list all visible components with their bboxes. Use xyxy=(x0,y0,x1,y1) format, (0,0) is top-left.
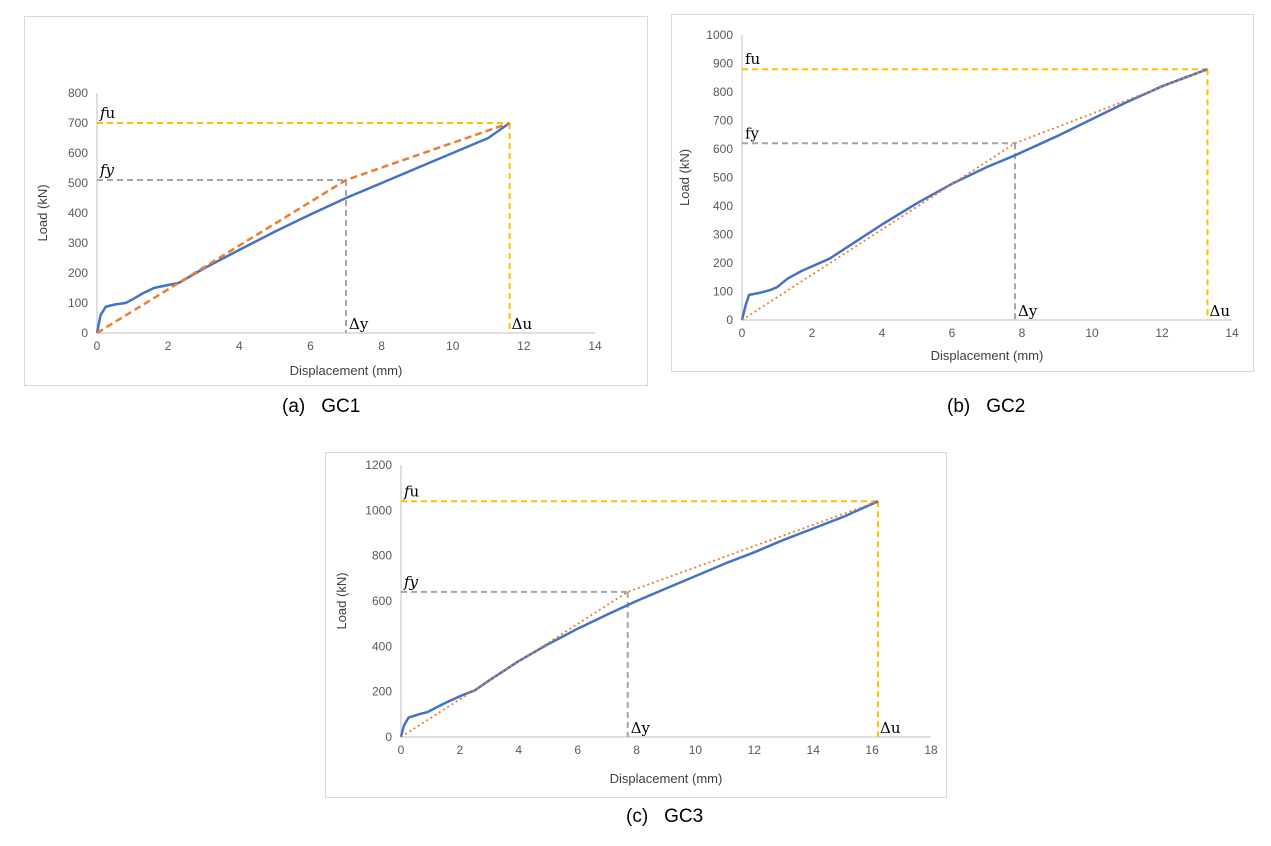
annotation-du: Δu xyxy=(1210,302,1231,320)
y-tick-label: 200 xyxy=(713,256,733,270)
annotation-fu: 𝑓u xyxy=(99,104,116,122)
caption-gc3: (c) GC3 xyxy=(626,806,703,828)
caption-name: GC1 xyxy=(321,396,361,417)
x-tick-label: 12 xyxy=(517,339,531,353)
y-tick-label: 400 xyxy=(372,639,392,653)
x-tick-label: 4 xyxy=(236,339,243,353)
x-tick-label: 18 xyxy=(924,743,938,757)
annotation-fy: fy xyxy=(745,124,760,142)
y-tick-label: 200 xyxy=(372,685,392,699)
y-tick-label: 400 xyxy=(68,206,88,220)
y-tick-label: 700 xyxy=(68,116,88,130)
x-tick-label: 12 xyxy=(1155,326,1169,340)
y-tick-label: 600 xyxy=(372,594,392,608)
annotation-dy: Δy xyxy=(631,719,651,737)
y-axis-label: Load (kN) xyxy=(35,184,50,241)
y-tick-label: 0 xyxy=(385,730,392,744)
x-tick-label: 14 xyxy=(807,743,821,757)
x-tick-label: 2 xyxy=(457,743,464,757)
chart-panel-gc1: 0 2 4 6 8 10 12 14 0 100 200 300 400 500 600 700 800 Disp… xyxy=(24,16,648,386)
x-tick-label: 0 xyxy=(94,339,101,353)
x-axis-label: Displacement (mm) xyxy=(290,363,403,378)
x-tick-label: 12 xyxy=(748,743,762,757)
y-tick-label: 400 xyxy=(713,199,733,213)
y-tick-label: 100 xyxy=(713,285,733,299)
x-tick-label: 0 xyxy=(398,743,405,757)
y-tick-label: 500 xyxy=(713,171,733,185)
x-tick-label: 4 xyxy=(515,743,522,757)
caption-tag: (b) xyxy=(947,396,971,417)
y-tick-label: 600 xyxy=(68,146,88,160)
y-tick-label: 600 xyxy=(713,142,733,156)
x-axis-label: Displacement (mm) xyxy=(931,348,1044,363)
caption-name: GC3 xyxy=(664,806,704,827)
annotation-du: Δu xyxy=(512,315,533,333)
x-tick-label: 6 xyxy=(307,339,314,353)
chart-gc2: 0 2 4 6 8 10 12 14 0 100 200 300 400 500 600 700 800 900 1… xyxy=(677,28,1239,363)
x-tick-label: 2 xyxy=(165,339,172,353)
x-tick-label: 8 xyxy=(633,743,640,757)
caption-name: GC2 xyxy=(986,396,1026,417)
x-tick-label: 6 xyxy=(574,743,581,757)
load-displacement-curve xyxy=(399,500,879,738)
y-tick-label: 1000 xyxy=(706,28,733,42)
x-tick-label: 16 xyxy=(865,743,879,757)
chart-panel-gc2: 0 2 4 6 8 10 12 14 0 100 200 300 400 500 600 700 800 900 1… xyxy=(671,14,1254,372)
x-tick-label: 6 xyxy=(949,326,956,340)
chart-gc3: 0 2 4 6 8 10 12 14 16 18 0 200 400 600 800 1000 1200 Disp… xyxy=(334,458,938,786)
annotation-du: Δu xyxy=(880,719,901,737)
idealized-bilinear-line xyxy=(96,121,511,335)
caption-gc1: (a) GC1 xyxy=(282,396,360,418)
caption-tag: (a) xyxy=(282,396,306,417)
y-tick-label: 800 xyxy=(372,549,392,563)
y-tick-label: 200 xyxy=(68,266,88,280)
x-tick-label: 10 xyxy=(1085,326,1099,340)
x-tick-label: 8 xyxy=(378,339,385,353)
y-tick-label: 300 xyxy=(713,228,733,242)
caption-gc2: (b) GC2 xyxy=(947,396,1025,418)
y-tick-label: 0 xyxy=(726,313,733,327)
chart-panel-gc3: 0 2 4 6 8 10 12 14 16 18 0 200 400 600 800 1000 1200 Disp… xyxy=(325,452,947,798)
x-tick-label: 14 xyxy=(588,339,602,353)
x-tick-label: 10 xyxy=(446,339,460,353)
x-axis-label: Displacement (mm) xyxy=(610,771,723,786)
y-tick-label: 1200 xyxy=(365,458,392,472)
y-tick-label: 800 xyxy=(68,86,88,100)
x-tick-label: 8 xyxy=(1019,326,1026,340)
annotation-fu: 𝑓u xyxy=(403,482,420,500)
y-tick-label: 0 xyxy=(81,326,88,340)
annotation-fy: 𝑓𝑦 xyxy=(99,161,115,179)
x-tick-label: 2 xyxy=(809,326,816,340)
y-tick-label: 500 xyxy=(68,176,88,190)
load-displacement-curve xyxy=(95,121,511,334)
annotation-dy: Δy xyxy=(349,315,369,333)
y-axis-label: Load (kN) xyxy=(677,149,692,206)
y-tick-label: 700 xyxy=(713,114,733,128)
annotation-fu: fu xyxy=(745,50,761,68)
y-tick-label: 300 xyxy=(68,236,88,250)
x-tick-label: 0 xyxy=(739,326,746,340)
load-displacement-curve xyxy=(740,68,1208,321)
y-tick-label: 800 xyxy=(713,85,733,99)
y-tick-label: 100 xyxy=(68,296,88,310)
x-tick-label: 10 xyxy=(689,743,703,757)
y-tick-label: 900 xyxy=(713,57,733,71)
x-tick-label: 14 xyxy=(1225,326,1239,340)
annotation-dy: Δy xyxy=(1018,302,1038,320)
idealized-bilinear-line xyxy=(400,500,879,738)
y-axis-label: Load (kN) xyxy=(334,572,349,629)
x-tick-label: 4 xyxy=(879,326,886,340)
caption-tag: (c) xyxy=(626,806,649,827)
annotation-fy: 𝑓𝑦 xyxy=(403,573,419,591)
idealized-bilinear-line xyxy=(741,68,1208,321)
chart-gc1: 0 2 4 6 8 10 12 14 0 100 200 300 400 500 600 700 800 Disp… xyxy=(35,86,602,378)
y-tick-label: 1000 xyxy=(365,503,392,517)
